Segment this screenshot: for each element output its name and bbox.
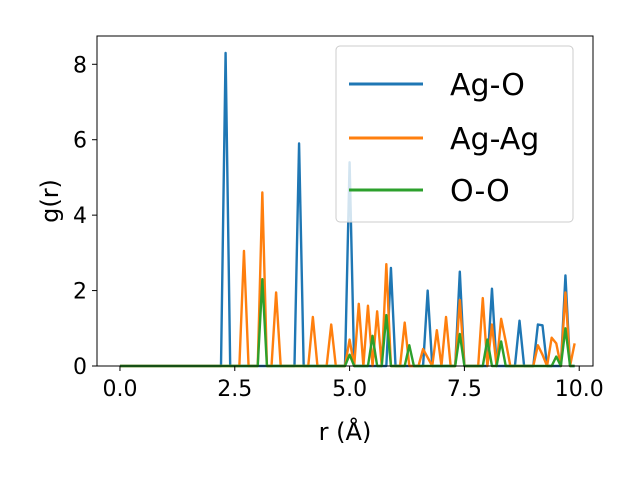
legend-box bbox=[335, 45, 574, 223]
y-axis-label: g(r) bbox=[36, 179, 64, 223]
legend: Ag-O Ag-Ag O-O bbox=[335, 45, 574, 223]
x-tick-label: 5.0 bbox=[332, 377, 367, 402]
y-tick-label: 6 bbox=[73, 129, 87, 154]
y-tick-label: 4 bbox=[73, 204, 87, 229]
legend-label-ag-o: Ag-O bbox=[450, 68, 525, 103]
y-tick-label: 8 bbox=[73, 53, 87, 78]
x-axis: 0.0 2.5 5.0 7.5 10.0 bbox=[102, 366, 604, 402]
legend-label-o-o: O-O bbox=[450, 174, 510, 209]
x-tick-label: 7.5 bbox=[447, 377, 482, 402]
y-axis: 0 2 4 6 8 bbox=[73, 53, 97, 380]
x-tick-label: 2.5 bbox=[217, 377, 252, 402]
x-tick-label: 0.0 bbox=[102, 377, 137, 402]
x-axis-label: r (Å) bbox=[319, 417, 372, 446]
y-tick-label: 2 bbox=[73, 280, 87, 305]
y-tick-label: 0 bbox=[73, 355, 87, 380]
plot-frame bbox=[96, 35, 594, 367]
x-tick-label: 10.0 bbox=[555, 377, 604, 402]
legend-label-ag-ag: Ag-Ag bbox=[450, 122, 539, 157]
